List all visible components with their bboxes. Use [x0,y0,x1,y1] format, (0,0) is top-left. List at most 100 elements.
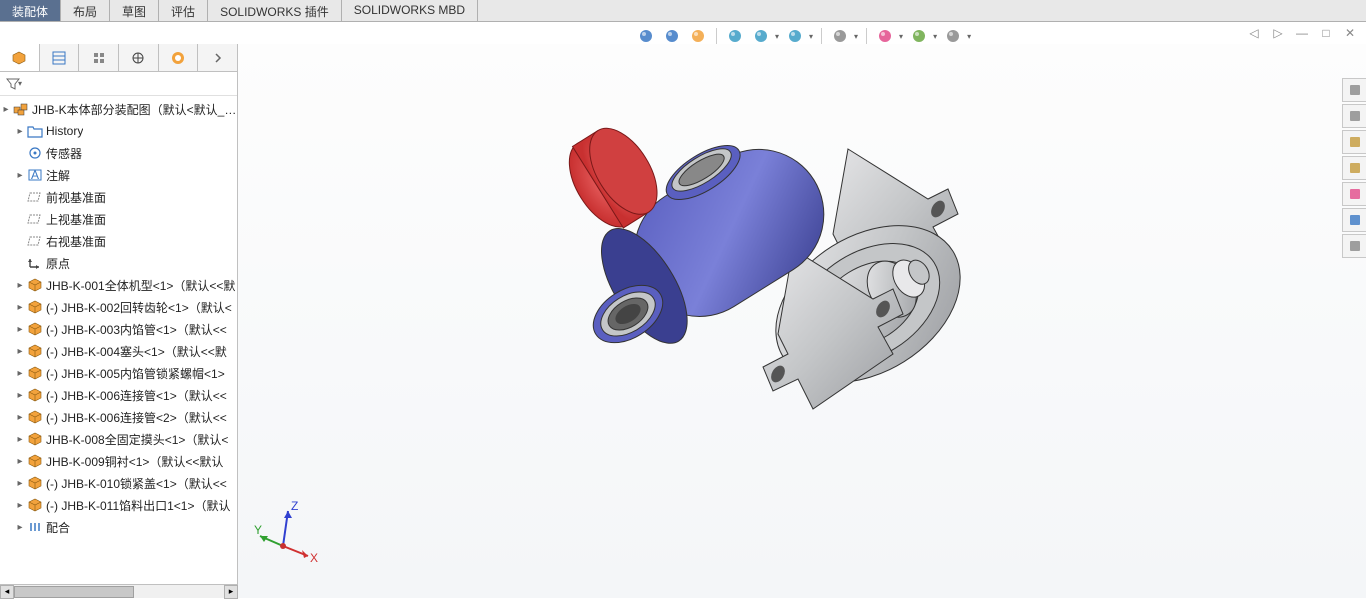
tree-item-label: (-) JHB-K-006连接管<2>（默认<< [46,409,227,426]
expand-toggle-icon[interactable]: ▸ [14,390,26,401]
expand-toggle-icon[interactable]: ▸ [14,346,26,357]
feature-tree-icon[interactable] [0,44,40,71]
tree-item[interactable]: ▸ (-) JHB-K-002回转齿轮<1>（默认< [0,296,237,318]
panel-tabs [0,44,237,72]
zoom-area-icon[interactable] [662,26,682,46]
graphics-viewport[interactable] [238,44,1366,598]
tree-item[interactable]: ▸(-) JHB-K-004塞头<1>（默认<<默 [0,340,237,362]
tree-item[interactable]: ▸History [0,120,237,142]
config-mgr-icon[interactable] [79,44,119,71]
expand-toggle-icon[interactable]: ▸ [14,456,26,467]
appearances-icon[interactable] [1342,208,1366,232]
assembly-icon [12,101,30,117]
prev-doc-icon[interactable]: ◁ [1244,24,1264,42]
expand-toggle-icon[interactable]: ▸ [14,478,26,489]
command-manager-tabs: 装配体 布局 草图 评估 SOLIDWORKS 插件 SOLIDWORKS MB… [0,0,1366,22]
dropdown-arrow-icon[interactable]: ▾ [899,32,903,41]
tree-item[interactable]: ▸JHB-K-008全固定摸头<1>（默认< [0,428,237,450]
minimize-icon[interactable]: — [1292,24,1312,42]
design-lib-icon[interactable] [1342,130,1366,154]
scroll-left-button[interactable]: ◂ [0,585,14,599]
tree-item[interactable]: 前视基准面 [0,186,237,208]
scroll-right-button[interactable]: ▸ [224,585,238,599]
tab-sw-addins[interactable]: SOLIDWORKS 插件 [208,0,342,21]
panel-horizontal-scrollbar[interactable]: ◂ ▸ [0,584,238,598]
expand-toggle-icon[interactable]: ▸ [14,126,26,137]
dropdown-arrow-icon[interactable]: ▾ [854,32,858,41]
origin-icon [26,255,44,271]
view-settings-icon[interactable] [943,26,963,46]
scroll-thumb[interactable] [14,586,134,598]
hide-show-icon[interactable] [830,26,850,46]
part-icon [26,475,44,491]
tree-item[interactable]: ▸A注解 [0,164,237,186]
tree-item[interactable]: ▸ JHB-K-009铜衬<1>（默认<<默认 [0,450,237,472]
tree-item[interactable]: ▸ (-) JHB-K-005内馅管锁紧螺帽<1> [0,362,237,384]
overflow-icon[interactable] [198,44,237,71]
tree-item[interactable]: ▸JHB-K-001全体机型<1>（默认<<默 [0,274,237,296]
property-mgr-icon[interactable] [40,44,80,71]
tree-item[interactable]: 传感器 [0,142,237,164]
previous-view-icon[interactable] [688,26,708,46]
maximize-icon[interactable]: □ [1316,24,1336,42]
expand-toggle-icon[interactable]: ▸ [14,412,26,423]
tab-sw-mbd[interactable]: SOLIDWORKS MBD [342,0,478,21]
expand-toggle-icon[interactable]: ▸ [14,522,26,533]
section-view-icon[interactable] [725,26,745,46]
custom-props-icon[interactable] [1342,234,1366,258]
part-icon [26,453,44,469]
expand-toggle-icon[interactable]: ▸ [14,170,26,181]
file-explorer-icon[interactable] [1342,156,1366,180]
tree-item[interactable]: ▸(-) JHB-K-010锁紧盖<1>（默认<< [0,472,237,494]
tree-item[interactable]: ▸(-) JHB-K-003内馅管<1>（默认<< [0,318,237,340]
expand-toggle-icon[interactable]: ▸ [14,324,26,335]
tree-item-label: JHB-K-009铜衬<1>（默认<<默认 [46,453,223,470]
display-mgr-icon[interactable] [159,44,199,71]
filter-dropdown-icon[interactable]: ▾ [18,79,22,88]
folder-icon [26,123,44,139]
next-doc-icon[interactable]: ▷ [1268,24,1288,42]
expand-toggle-icon[interactable]: ▸ [0,104,12,115]
tree-item[interactable]: 右视基准面 [0,230,237,252]
window-controls: ◁▷—□✕ [1244,24,1360,42]
dropdown-arrow-icon[interactable]: ▾ [775,32,779,41]
tab-layout[interactable]: 布局 [61,0,110,21]
tree-item[interactable]: ▸配合 [0,516,237,538]
dimxpert-icon[interactable] [119,44,159,71]
tab-assembly[interactable]: 装配体 [0,0,61,21]
tree-item[interactable]: ▸(-) JHB-K-006连接管<1>（默认<< [0,384,237,406]
dropdown-arrow-icon[interactable]: ▾ [967,32,971,41]
dropdown-arrow-icon[interactable]: ▾ [933,32,937,41]
expand-toggle-icon[interactable]: ▸ [14,500,26,511]
tree-item[interactable]: 上视基准面 [0,208,237,230]
tree-item-label: (-) JHB-K-005内馅管锁紧螺帽<1> [46,365,225,382]
tree-item-label: 前视基准面 [46,189,106,206]
tree-item[interactable]: ▸ (-) JHB-K-006连接管<2>（默认<< [0,406,237,428]
toolbar-separator [821,28,822,44]
resources-icon[interactable] [1342,104,1366,128]
tree-item[interactable]: ▸(-) JHB-K-011馅料出口1<1>（默认 [0,494,237,516]
display-style-icon[interactable] [785,26,805,46]
home-icon[interactable] [1342,78,1366,102]
expand-toggle-icon[interactable]: ▸ [14,368,26,379]
expand-toggle-icon[interactable]: ▸ [14,302,26,313]
scene-icon[interactable] [909,26,929,46]
scroll-track[interactable] [14,585,224,599]
tab-sketch[interactable]: 草图 [110,0,159,21]
tree-root[interactable]: ▸JHB-K本体部分装配图（默认<默认_显示 [0,98,237,120]
part-icon [26,365,44,381]
view-palette-icon[interactable] [1342,182,1366,206]
close-icon[interactable]: ✕ [1340,24,1360,42]
appearance-icon[interactable] [875,26,895,46]
svg-text:X: X [310,551,318,565]
tree-item[interactable]: 原点 [0,252,237,274]
orientation-triad[interactable]: X Y Z [248,496,318,566]
dropdown-arrow-icon[interactable]: ▾ [809,32,813,41]
tree-item-label: (-) JHB-K-002回转齿轮<1>（默认< [46,299,232,316]
zoom-to-fit-icon[interactable] [636,26,656,46]
expand-toggle-icon[interactable]: ▸ [14,434,26,445]
expand-toggle-icon[interactable]: ▸ [14,280,26,291]
view-orientation-icon[interactable] [751,26,771,46]
svg-text:A: A [31,168,39,182]
tab-evaluate[interactable]: 评估 [159,0,208,21]
